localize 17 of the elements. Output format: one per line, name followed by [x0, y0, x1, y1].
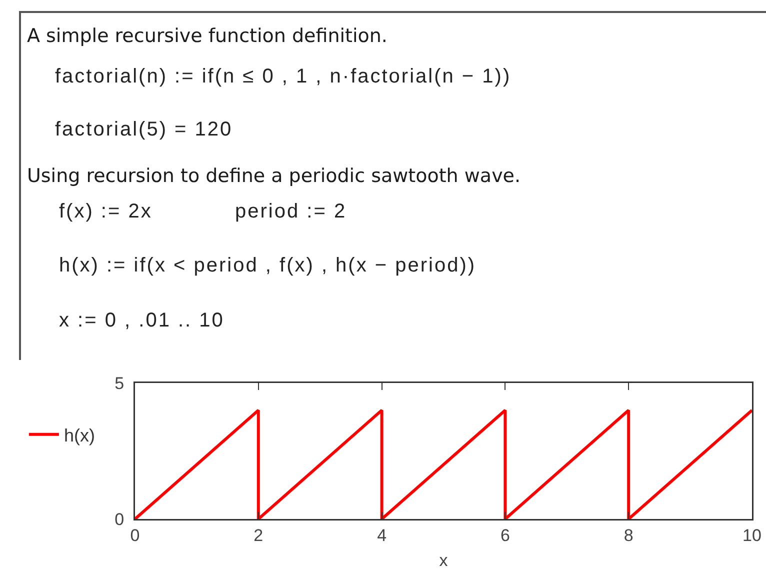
text: f(x) := 2x — [59, 200, 152, 224]
x-tick-label: 0 — [130, 526, 140, 545]
x-tick-label: 6 — [500, 526, 510, 545]
x-axis-title: x — [439, 551, 448, 570]
x-tick-label: 4 — [377, 526, 387, 545]
text: h(x) := if(x < period , f(x) , h(x − period)) — [59, 254, 476, 278]
text: factorial(5) = 120 — [55, 118, 233, 142]
legend-label: h(x) — [64, 425, 95, 446]
text: Using recursion to define a periodic sawtooth wave. — [27, 165, 521, 187]
y-tick-label: 5 — [114, 374, 124, 393]
text: A simple recursive function definition. — [27, 25, 388, 47]
text: x := 0 , .01 .. 10 — [59, 310, 224, 332]
x-tick-label: 2 — [254, 526, 264, 545]
x-tick-label: 10 — [742, 526, 762, 545]
text: period := 2 — [235, 200, 347, 224]
text: factorial(n) := if(n ≤ 0 , 1 , n·factorial(n − 1)) — [55, 66, 512, 88]
x-tick-label: 8 — [624, 526, 634, 545]
